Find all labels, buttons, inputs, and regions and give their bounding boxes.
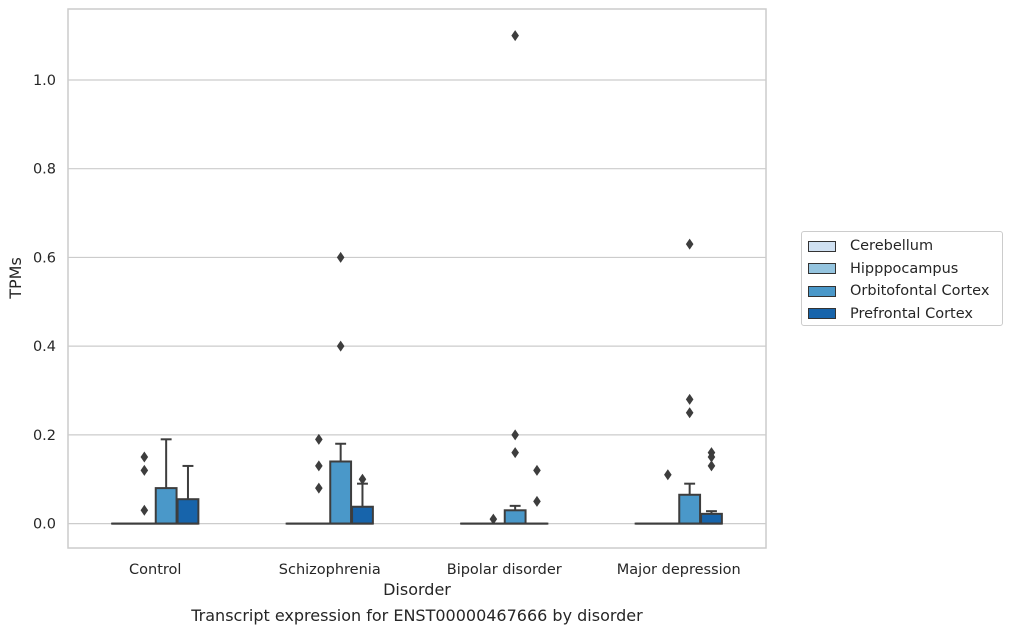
outlier-point: [533, 495, 541, 507]
outlier-point: [511, 429, 519, 441]
box-rect: [700, 512, 723, 525]
y-tick-label: 0.6: [33, 250, 56, 266]
legend-label: Cerebellum: [850, 238, 934, 255]
box-2-0: [154, 438, 178, 525]
y-tick-label: 1.0: [33, 73, 56, 89]
legend: Cerebellum Hipppocampus Orbitofontal Corte…: [801, 231, 1003, 326]
box-2-3: [678, 482, 702, 525]
box-rect: [176, 498, 200, 525]
box-2-1: [329, 442, 353, 525]
outlier-point: [707, 451, 716, 463]
outlier-point: [489, 513, 498, 525]
x-tick-label: Schizophrenia: [279, 562, 381, 578]
outlier-point: [140, 451, 149, 463]
outlier-point: [707, 460, 716, 472]
figure-caption: Transcript expression for ENST0000046766…: [191, 606, 643, 625]
x-tick-labels: Control Schizophrenia Bipolar disorder Majo…: [129, 562, 741, 578]
legend-label: Hipppocampus: [850, 260, 959, 277]
box-rect: [351, 505, 374, 525]
y-tick-label: 0.8: [33, 162, 56, 178]
y-axis-label: TPMs: [6, 257, 25, 300]
x-tick-label: Control: [129, 562, 181, 578]
outlier-layer: [140, 30, 716, 525]
x-tick-label: Major depression: [617, 562, 741, 578]
y-tick-label: 0.4: [33, 339, 56, 355]
outlier-point: [533, 464, 541, 476]
x-tick-label: Bipolar disorder: [447, 562, 562, 578]
outlier-point: [685, 238, 694, 250]
gridlines: [68, 79, 766, 525]
outlier-point: [511, 447, 519, 459]
box-rect: [329, 460, 353, 525]
outlier-point: [315, 433, 323, 445]
box-2-2: [503, 504, 527, 525]
box-3-0: [176, 464, 200, 525]
legend-label: Prefrontal Cortex: [850, 305, 973, 322]
box-layer: [111, 438, 723, 525]
outlier-point: [140, 464, 149, 476]
outlier-point: [336, 340, 345, 352]
outlier-point: [315, 482, 323, 494]
outlier-point: [511, 30, 519, 42]
legend-item: Hipppocampus: [808, 258, 1002, 281]
legend-label: Orbitofontal Cortex: [850, 283, 990, 300]
outlier-point: [336, 251, 345, 263]
plot-frame: [67, 8, 767, 549]
legend-swatch: [808, 263, 836, 275]
legend-item: Orbitofontal Cortex: [808, 280, 1002, 303]
outlier-point: [140, 504, 149, 516]
legend-item: Prefrontal Cortex: [808, 303, 1002, 326]
legend-swatch: [808, 240, 836, 252]
legend-swatch: [808, 308, 836, 320]
legend-item: Cerebellum: [808, 235, 1002, 258]
x-axis-label: Disorder: [383, 580, 451, 599]
outlier-point: [315, 460, 323, 472]
box-rect: [678, 493, 702, 525]
y-tick-labels: 0.0 0.2 0.4 0.6 0.8 1.0: [33, 73, 56, 533]
y-tick-label: 0.0: [33, 517, 56, 533]
box-rect: [154, 487, 178, 525]
outlier-point: [685, 393, 694, 405]
outlier-point: [664, 469, 672, 481]
y-tick-label: 0.2: [33, 428, 56, 444]
box-rect: [503, 509, 527, 525]
legend-swatch: [808, 285, 836, 297]
outlier-point: [358, 473, 367, 485]
box-3-1: [351, 482, 374, 525]
box-3-3: [700, 510, 723, 525]
outlier-point: [685, 407, 694, 419]
